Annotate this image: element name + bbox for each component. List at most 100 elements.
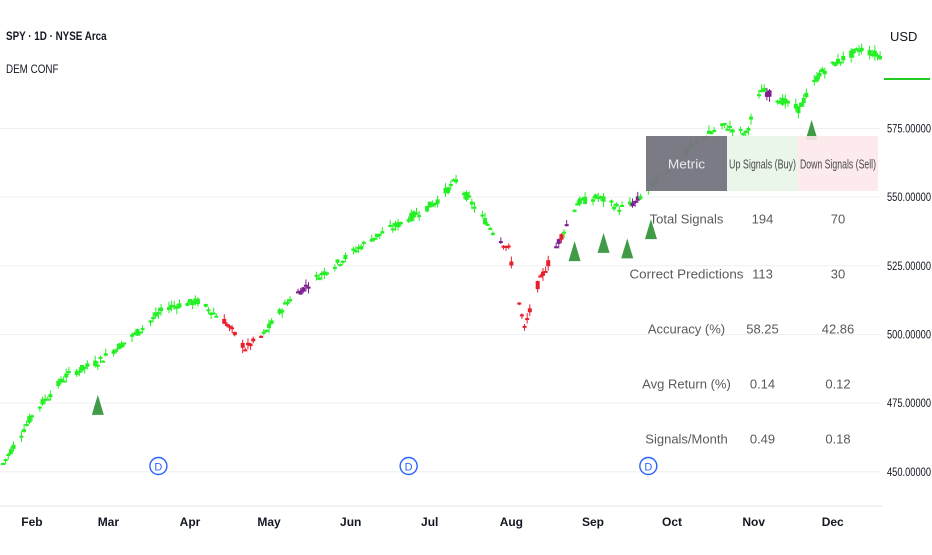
table-header-text: Down Signals (Sell) bbox=[800, 157, 876, 172]
candle bbox=[406, 216, 411, 224]
table-header-text: Up Signals (Buy) bbox=[729, 157, 796, 172]
candle bbox=[156, 307, 161, 319]
candle bbox=[285, 299, 290, 307]
table-cell: 194 bbox=[752, 212, 774, 227]
candle bbox=[804, 88, 809, 99]
candle bbox=[390, 223, 395, 233]
candle bbox=[738, 126, 743, 134]
candle bbox=[248, 342, 253, 350]
candle bbox=[617, 206, 622, 215]
price-axis-label: 525.00000 bbox=[887, 259, 931, 273]
table-cell: 0.12 bbox=[825, 377, 850, 392]
candle bbox=[546, 255, 551, 271]
candle bbox=[251, 336, 256, 344]
candle bbox=[598, 195, 603, 201]
candle bbox=[314, 271, 319, 281]
price-grid bbox=[0, 128, 880, 473]
candle bbox=[98, 355, 103, 364]
candle bbox=[74, 368, 79, 377]
time-axis-label: Nov bbox=[742, 515, 765, 529]
table-cell: 113 bbox=[752, 267, 773, 282]
indicator-title[interactable]: DEM CONF bbox=[6, 62, 59, 76]
candle bbox=[377, 233, 382, 240]
price-axis-label: 450.00000 bbox=[887, 465, 931, 479]
candle bbox=[414, 207, 419, 215]
candle bbox=[356, 244, 361, 254]
currency-label[interactable]: USD bbox=[890, 29, 918, 44]
buy-signal-marker bbox=[597, 232, 610, 253]
candle bbox=[188, 298, 193, 305]
candle bbox=[443, 183, 448, 197]
candle bbox=[3, 458, 8, 465]
candle bbox=[203, 303, 208, 308]
candle bbox=[483, 212, 488, 225]
candle bbox=[619, 201, 624, 207]
candle bbox=[1, 462, 5, 466]
candle bbox=[324, 271, 329, 277]
candle bbox=[58, 376, 63, 385]
candle bbox=[706, 125, 711, 134]
candle bbox=[103, 348, 108, 357]
candle bbox=[775, 99, 780, 105]
candle bbox=[40, 396, 45, 406]
candle bbox=[756, 89, 761, 99]
buy-signal-marker bbox=[621, 238, 634, 259]
candle bbox=[725, 124, 730, 131]
candle bbox=[614, 202, 619, 208]
candle bbox=[609, 199, 614, 207]
symbol-title[interactable]: SPY · 1D · NYSE Arca bbox=[6, 29, 107, 43]
candle bbox=[793, 98, 798, 112]
candle bbox=[506, 243, 511, 250]
candle bbox=[369, 234, 374, 242]
candle bbox=[575, 200, 580, 206]
candle bbox=[214, 313, 219, 318]
candle bbox=[867, 45, 872, 60]
candle bbox=[762, 84, 767, 93]
candle bbox=[764, 87, 769, 101]
candle bbox=[351, 246, 356, 255]
candle bbox=[140, 325, 145, 334]
candle bbox=[490, 231, 495, 236]
candle bbox=[77, 367, 82, 377]
candle bbox=[556, 238, 561, 249]
candle bbox=[635, 191, 640, 204]
candle bbox=[720, 123, 725, 130]
candle bbox=[627, 197, 632, 207]
candle bbox=[338, 263, 343, 267]
time-axis-label: Jun bbox=[340, 515, 361, 529]
candle bbox=[838, 61, 843, 67]
candle bbox=[280, 308, 285, 318]
candle bbox=[209, 312, 214, 320]
candle bbox=[411, 210, 416, 222]
time-axis-label: Oct bbox=[662, 515, 682, 529]
candle bbox=[259, 335, 264, 339]
candle bbox=[488, 226, 493, 231]
candle bbox=[572, 209, 577, 213]
candle bbox=[398, 221, 403, 227]
buy-signal-marker bbox=[644, 219, 657, 240]
candle bbox=[467, 191, 472, 198]
candle bbox=[835, 53, 840, 65]
candle bbox=[353, 245, 358, 254]
candle bbox=[870, 49, 875, 58]
candle bbox=[596, 192, 601, 203]
price-axis[interactable]: 575.00000 550.00000 525.00000 500.00000 475.… bbox=[882, 0, 932, 550]
candle bbox=[282, 299, 287, 305]
candle bbox=[485, 221, 490, 226]
price-axis-label: 575.00000 bbox=[887, 122, 931, 136]
candle bbox=[417, 210, 422, 221]
candle bbox=[448, 180, 453, 191]
candle bbox=[269, 318, 274, 325]
candle bbox=[388, 219, 393, 228]
table-cell: 42.86 bbox=[822, 322, 855, 337]
time-axis[interactable]: Feb Mar Apr May Jun Jul Aug Sep Oct Nov Dec bbox=[0, 505, 882, 529]
candle bbox=[119, 341, 124, 349]
candle bbox=[538, 274, 543, 278]
candle bbox=[159, 304, 164, 316]
candle bbox=[554, 242, 559, 249]
candle bbox=[583, 192, 588, 205]
candle bbox=[543, 266, 548, 273]
